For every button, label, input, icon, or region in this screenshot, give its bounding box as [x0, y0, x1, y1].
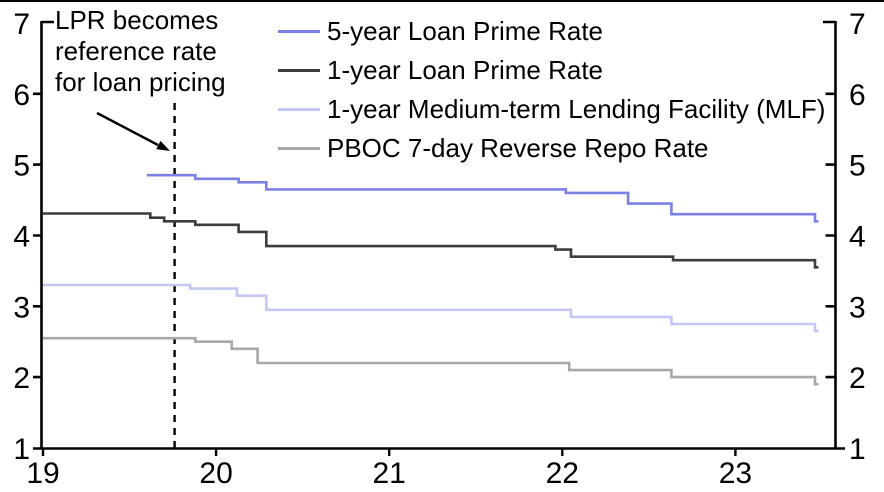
annotation-arrow-shaft [96, 111, 159, 147]
y-axis-tick-label-right: 7 [849, 8, 866, 41]
legend-label: PBOC 7-day Reverse Repo Rate [327, 133, 709, 163]
x-axis-tick-label: 21 [373, 457, 406, 490]
legend-item: 5-year Loan Prime Rate [278, 12, 825, 51]
legend-item: 1-year Loan Prime Rate [278, 51, 825, 90]
x-axis [33, 447, 845, 456]
legend-item: 1-year Medium-term Lending Facility (MLF… [278, 90, 825, 129]
x-axis-tick-label: 20 [199, 457, 232, 490]
legend-line-sample [278, 108, 320, 111]
y-axis-tick-label-left: 3 [13, 291, 30, 324]
annotation-text: LPR becomes reference rate for loan pric… [55, 5, 226, 97]
x-axis-tick-label: 23 [719, 457, 752, 490]
y-axis-tick-label-right: 3 [849, 291, 866, 324]
legend-label: 1-year Loan Prime Rate [327, 55, 604, 85]
y-axis-right [823, 20, 837, 449]
legend-line-sample [278, 30, 320, 33]
legend: 5-year Loan Prime Rate 1-year Loan Prime… [278, 12, 825, 168]
y-axis-tick-label-right: 6 [849, 79, 866, 112]
y-axis-tick-label-left: 7 [13, 8, 30, 41]
y-axis-tick-label-left: 4 [13, 220, 30, 253]
legend-label: 1-year Medium-term Lending Facility (MLF… [327, 94, 826, 124]
y-axis-left [33, 20, 54, 449]
legend-line-sample [278, 69, 320, 72]
y-axis-tick-label-right: 4 [849, 220, 866, 253]
y-axis-tick-label-right: 5 [849, 150, 866, 183]
x-axis-tick-label: 22 [546, 457, 579, 490]
annotation-arrow-head [156, 140, 170, 151]
y-axis-tick-label-left: 5 [13, 150, 30, 183]
legend-item: PBOC 7-day Reverse Repo Rate [278, 129, 825, 168]
series-line-1-year-medium-term-lending-facility-mlf [43, 283, 819, 333]
chart-top-border [0, 0, 884, 2]
y-axis-tick-label-right: 2 [849, 362, 866, 395]
series-line-pboc-7-day-reverse-repo-rate [43, 336, 819, 386]
series-line-1-year-loan-prime-rate [43, 212, 819, 269]
y-axis-tick-label-left: 6 [13, 79, 30, 112]
x-axis-tick-label: 19 [26, 457, 59, 490]
y-axis-tick-label-left: 2 [13, 362, 30, 395]
y-axis-tick-label-left: 1 [13, 433, 30, 466]
series-line-5-year-loan-prime-rate [146, 173, 819, 223]
legend-line-sample [278, 147, 320, 150]
legend-label: 5-year Loan Prime Rate [327, 16, 604, 46]
y-axis-tick-label-right: 1 [849, 433, 866, 466]
